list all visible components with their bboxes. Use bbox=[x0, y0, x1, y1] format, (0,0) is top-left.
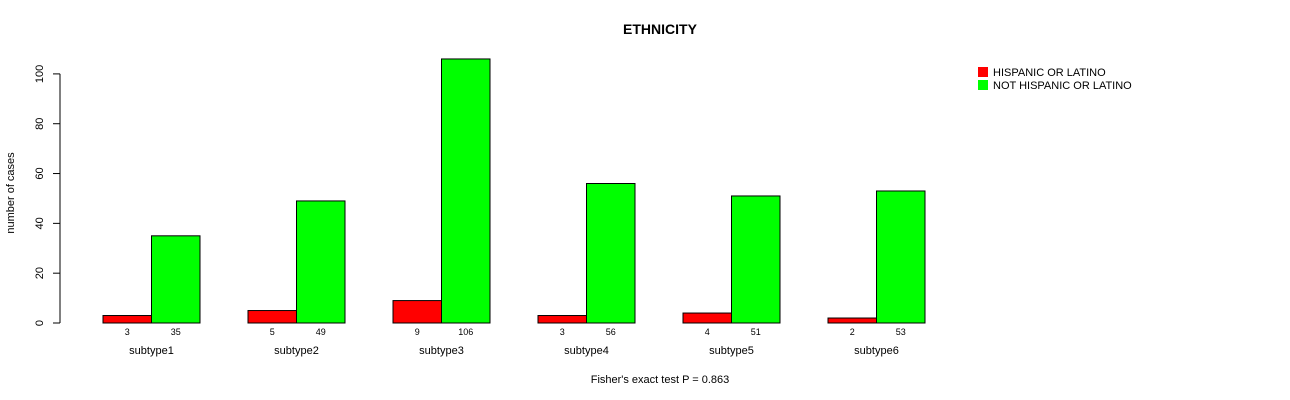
y-tick-label: 0 bbox=[34, 320, 46, 326]
legend-swatch bbox=[978, 80, 988, 90]
y-axis-label: number of cases bbox=[5, 152, 17, 234]
bar-value-label: 49 bbox=[316, 327, 326, 337]
bar-value-label: 2 bbox=[850, 327, 855, 337]
bar-subtype5-series1 bbox=[682, 312, 732, 324]
y-tick-label: 20 bbox=[34, 267, 46, 279]
bar-subtype6-series2 bbox=[876, 190, 926, 324]
bar-value-label: 51 bbox=[751, 327, 761, 337]
bar-subtype3-series2 bbox=[441, 58, 491, 324]
y-tick-label: 60 bbox=[34, 167, 46, 179]
bar-groups: 3 35 subtype1 5 49 subtype2 9 106 subtype3 3 56 sub… bbox=[102, 58, 926, 357]
bar-subtype2-series2 bbox=[296, 200, 346, 324]
bar-value-label: 56 bbox=[606, 327, 616, 337]
y-tick-label: 100 bbox=[34, 65, 46, 83]
bar-subtype6-series1 bbox=[827, 317, 877, 324]
chart-title: ETHNICITY bbox=[623, 21, 698, 37]
bar-value-label: 53 bbox=[896, 327, 906, 337]
footnote-fisher-test: Fisher's exact test P = 0.863 bbox=[591, 374, 730, 386]
bar-value-label: 3 bbox=[560, 327, 565, 337]
y-tick-label: 80 bbox=[34, 118, 46, 130]
y-axis-ticks: 0 20 40 60 80 100 bbox=[34, 65, 60, 326]
category-label-subtype1: subtype1 bbox=[129, 345, 174, 357]
bar-subtype3-series1 bbox=[392, 300, 442, 324]
legend-label: NOT HISPANIC OR LATINO bbox=[993, 80, 1132, 92]
bar-subtype4-series2 bbox=[586, 183, 636, 324]
category-label-subtype2: subtype2 bbox=[274, 345, 319, 357]
legend-label: HISPANIC OR LATINO bbox=[993, 67, 1106, 79]
bar-subtype5-series2 bbox=[731, 195, 781, 324]
bar-value-label: 3 bbox=[125, 327, 130, 337]
bar-subtype1-series2 bbox=[151, 235, 201, 324]
bar-value-label: 106 bbox=[458, 327, 473, 337]
category-label-subtype5: subtype5 bbox=[709, 345, 754, 357]
category-label-subtype3: subtype3 bbox=[419, 345, 464, 357]
bar-value-label: 5 bbox=[270, 327, 275, 337]
bar-value-label: 35 bbox=[171, 327, 181, 337]
legend-swatch bbox=[978, 67, 988, 77]
bar-value-label: 9 bbox=[415, 327, 420, 337]
bar-subtype1-series1 bbox=[102, 315, 152, 324]
bar-subtype2-series1 bbox=[247, 310, 297, 324]
y-tick-label: 40 bbox=[34, 217, 46, 229]
category-label-subtype4: subtype4 bbox=[564, 345, 609, 357]
bar-value-label: 4 bbox=[705, 327, 710, 337]
bar-subtype4-series1 bbox=[537, 315, 587, 324]
category-label-subtype6: subtype6 bbox=[854, 345, 899, 357]
